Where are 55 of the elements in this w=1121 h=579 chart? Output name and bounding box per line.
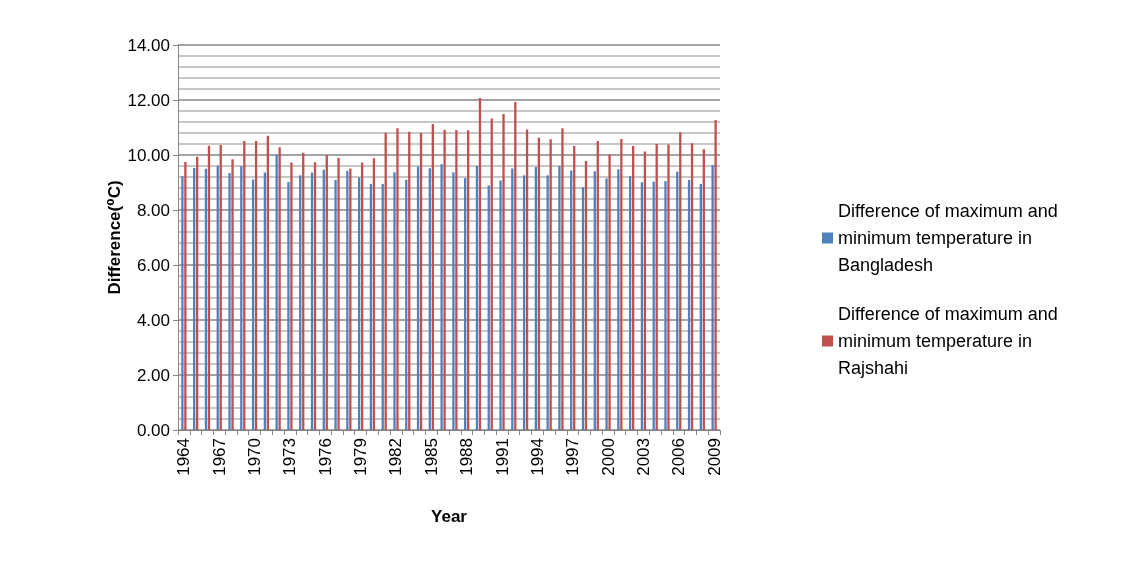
x-tick-label: 1970	[245, 438, 265, 476]
bar	[711, 164, 714, 430]
bar	[664, 181, 667, 430]
bar	[714, 120, 717, 430]
x-tick-label: 1976	[315, 438, 335, 476]
y-tick-label: 0.00	[136, 420, 170, 440]
bar	[549, 139, 552, 430]
x-tick-label: 1973	[280, 438, 300, 476]
x-tick-label: 2009	[704, 438, 724, 476]
x-tick-label: 1991	[492, 438, 512, 476]
legend-label: Difference of maximum and minimum temperature in Bangladesh	[838, 201, 1063, 275]
y-tick-label: 14.00	[127, 35, 170, 55]
x-tick-label: 1982	[386, 438, 406, 476]
y-axis-title: Difference(⁰C)	[105, 180, 124, 295]
y-tick-label: 6.00	[136, 255, 170, 275]
x-tick-label: 2000	[598, 438, 618, 476]
y-tick-label: 4.00	[136, 310, 170, 330]
bar	[499, 180, 502, 430]
x-tick-label: 1967	[209, 438, 229, 476]
bar	[558, 166, 561, 430]
bar	[617, 169, 620, 430]
legend-label: Difference of maximum and minimum temperature in Rajshahi	[838, 304, 1063, 378]
x-tick-label: 2003	[633, 438, 653, 476]
bar	[452, 172, 455, 430]
x-tick-label: 2006	[669, 438, 689, 476]
x-axis-title: Year	[431, 507, 468, 526]
bar	[181, 176, 184, 430]
bar	[605, 178, 608, 430]
bar	[502, 114, 505, 430]
bar	[393, 172, 396, 430]
x-tick-label: 1994	[527, 438, 547, 476]
bar	[396, 128, 399, 430]
y-tick-label: 8.00	[136, 200, 170, 220]
bar	[184, 161, 187, 430]
x-tick-label: 1997	[563, 438, 583, 476]
bar	[608, 154, 611, 430]
bar	[455, 129, 458, 430]
bar	[334, 180, 337, 430]
bar	[443, 129, 446, 430]
bar	[561, 128, 564, 430]
bar	[290, 162, 293, 430]
x-tick-label: 1979	[351, 438, 371, 476]
bar	[667, 144, 670, 430]
bar	[287, 181, 290, 430]
x-tick-label: 1985	[421, 438, 441, 476]
x-tick-label: 1964	[174, 438, 194, 476]
y-tick-label: 10.00	[127, 145, 170, 165]
bar	[231, 159, 234, 430]
y-tick-label: 2.00	[136, 365, 170, 385]
bar	[278, 147, 281, 430]
bar	[440, 164, 443, 430]
x-tick-label: 1988	[457, 438, 477, 476]
y-tick-label: 12.00	[127, 90, 170, 110]
bar	[228, 172, 231, 430]
bar	[337, 158, 340, 430]
